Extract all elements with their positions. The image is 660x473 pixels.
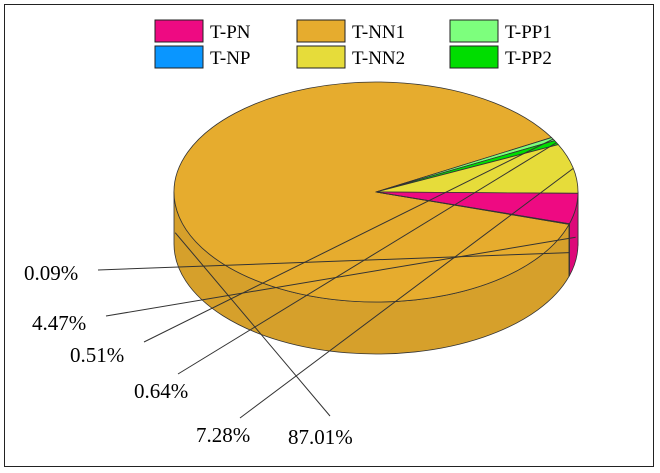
legend-label-t-pp2: T-PP2 xyxy=(505,48,552,69)
leader-line-t-pp1 xyxy=(143,138,554,343)
legend-label-t-nn2: T-NN2 xyxy=(352,48,405,69)
legend-item-t-np: T-NP xyxy=(154,45,250,69)
leader-line-t-pn xyxy=(105,236,576,317)
legend-label-t-nn1: T-NN1 xyxy=(352,22,405,43)
pie-slice-t-np xyxy=(375,191,570,225)
leader-line-t-nn2 xyxy=(239,167,574,419)
data-label-t-pn: 4.47% xyxy=(32,311,86,335)
legend-label-t-np: T-NP xyxy=(210,48,250,69)
legend-item-t-nn1: T-NN1 xyxy=(296,19,405,43)
legend-swatch-t-pn xyxy=(154,19,204,43)
data-label-t-nn1: 87.01% xyxy=(288,425,353,449)
leader-line-t-nn1 xyxy=(174,232,331,417)
data-label-t-pp1: 0.51% xyxy=(70,343,124,367)
legend-swatch-t-pp1 xyxy=(449,19,499,43)
legend-label-t-pn: T-PN xyxy=(210,22,251,43)
percent-labels: 87.01% 0.51% 0.64% 7.28% 4.47% 0.09% xyxy=(24,138,576,449)
data-label-t-pp2: 0.64% xyxy=(134,379,188,403)
legend-item-t-nn2: T-NN2 xyxy=(296,45,405,69)
data-label-t-np: 0.09% xyxy=(24,261,78,285)
legend-swatch-t-nn1 xyxy=(296,19,346,43)
pie-top xyxy=(173,81,579,303)
legend-item-t-pn: T-PN xyxy=(154,19,251,43)
legend-swatch-t-np xyxy=(154,45,204,69)
leader-line-t-pp2 xyxy=(177,142,557,375)
legend-swatch-t-pp2 xyxy=(449,45,499,69)
legend-label-t-pp1: T-PP1 xyxy=(505,22,552,43)
legend-item-t-pp2: T-PP2 xyxy=(449,45,552,69)
legend-item-t-pp1: T-PP1 xyxy=(449,19,552,43)
data-label-t-nn2: 7.28% xyxy=(196,423,250,447)
legend-swatch-t-nn2 xyxy=(296,45,346,69)
pie-slice-t-nn1 xyxy=(173,81,570,303)
leader-line-t-np xyxy=(97,252,570,271)
